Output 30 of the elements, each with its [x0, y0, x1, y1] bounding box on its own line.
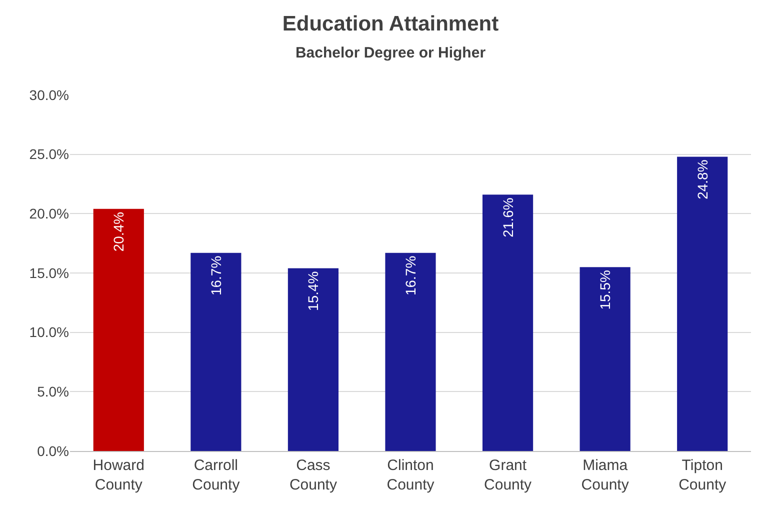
bar [288, 268, 339, 451]
x-tick-label: Cass County [289, 457, 338, 494]
bar [190, 252, 242, 451]
data-label: 21.6% [500, 198, 516, 238]
y-tick-label: 20.0% [29, 206, 69, 222]
data-label: 16.7% [208, 256, 224, 296]
chart-title: Education Attainment [282, 12, 499, 36]
y-tick-label: 0.0% [37, 442, 69, 459]
bar [677, 156, 728, 451]
data-label: 15.4% [305, 271, 322, 311]
x-tick-label: Miama County [581, 457, 630, 494]
x-tick-label: Tipton County [678, 457, 727, 494]
data-label: 20.4% [110, 212, 127, 252]
y-tick-label: 15.0% [29, 264, 69, 281]
bar [482, 194, 534, 451]
data-label: 24.8% [694, 160, 710, 200]
x-tick-label: Clinton County [386, 457, 435, 494]
bar [93, 208, 144, 451]
chart-subtitle: Bachelor Degree or Higher [295, 44, 486, 62]
x-tick-label: Howard County [92, 457, 144, 494]
x-tick-label: Carroll County [192, 457, 240, 494]
data-label: 15.5% [597, 270, 614, 310]
bar [385, 252, 436, 451]
y-tick-label: 30.0% [29, 86, 69, 103]
bar [580, 267, 630, 451]
y-tick-label: 5.0% [37, 384, 69, 400]
y-tick-label: 25.0% [29, 146, 69, 162]
data-label: 16.7% [402, 256, 418, 296]
y-tick-label: 10.0% [29, 324, 69, 340]
x-tick-label: Grant County [484, 457, 532, 494]
